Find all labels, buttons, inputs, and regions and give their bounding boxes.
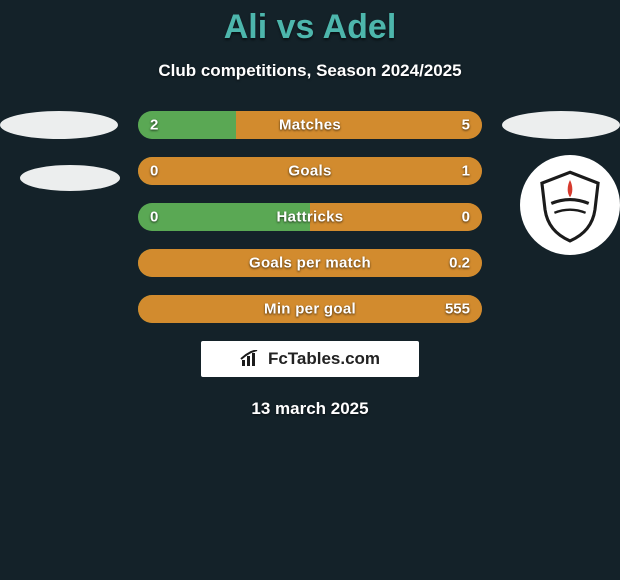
stat-label: Min per goal xyxy=(264,301,356,318)
stat-value-right: 555 xyxy=(445,301,470,318)
stat-value-left: 0 xyxy=(150,163,158,180)
stat-row: 0.2 Goals per match xyxy=(138,249,482,277)
player-right-badge-1 xyxy=(502,111,620,139)
stat-label: Matches xyxy=(279,117,341,134)
stat-row: 0 0 Hattricks xyxy=(138,203,482,231)
stat-row: 555 Min per goal xyxy=(138,295,482,323)
stat-label: Hattricks xyxy=(277,209,344,226)
stat-fill-right xyxy=(236,111,482,139)
snapshot-date: 13 march 2025 xyxy=(0,399,620,419)
brand-chart-icon xyxy=(240,350,262,368)
brand-badge: FcTables.com xyxy=(201,341,419,377)
stat-value-left: 2 xyxy=(150,117,158,134)
player-right-club-logo xyxy=(520,155,620,255)
comparison-bars: 2 5 Matches 0 1 Goals 0 0 Hattricks 0.2 Goals per … xyxy=(138,111,482,323)
stat-label: Goals per match xyxy=(249,255,371,272)
page-title: Ali vs Adel xyxy=(0,0,620,47)
brand-text: FcTables.com xyxy=(268,349,380,369)
stat-value-right: 1 xyxy=(462,163,470,180)
player-left-badge-2 xyxy=(20,165,120,191)
page-subtitle: Club competitions, Season 2024/2025 xyxy=(0,61,620,81)
stat-value-left: 0 xyxy=(150,209,158,226)
stat-value-right: 0.2 xyxy=(449,255,470,272)
stat-row: 0 1 Goals xyxy=(138,157,482,185)
stat-value-right: 5 xyxy=(462,117,470,134)
player-left-badge-1 xyxy=(0,111,118,139)
stat-row: 2 5 Matches xyxy=(138,111,482,139)
stat-label: Goals xyxy=(288,163,331,180)
stat-value-right: 0 xyxy=(462,209,470,226)
comparison-stage: 2 5 Matches 0 1 Goals 0 0 Hattricks 0.2 Goals per … xyxy=(0,111,620,323)
